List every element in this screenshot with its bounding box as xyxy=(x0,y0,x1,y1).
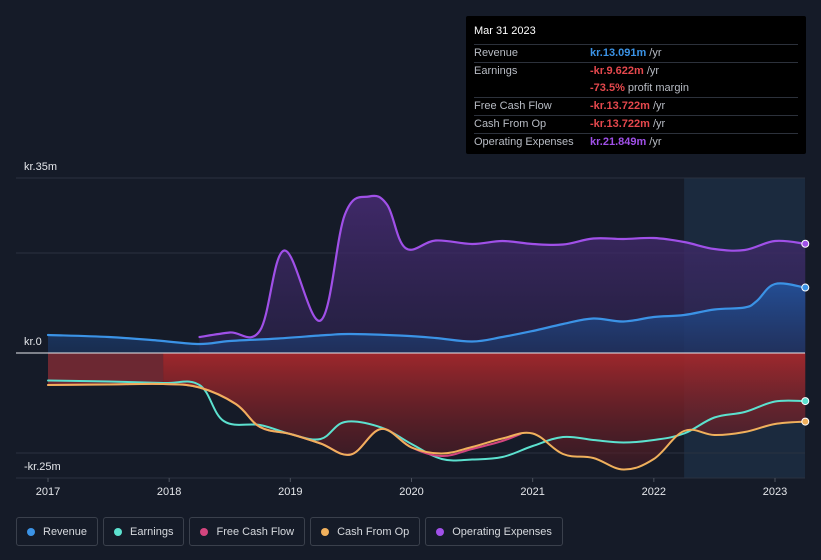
legend-label: Operating Expenses xyxy=(452,525,552,538)
revenue-end-dot xyxy=(801,283,810,292)
x-tick-label-2023: 2023 xyxy=(763,486,787,498)
legend: Revenue Earnings Free Cash Flow Cash From O… xyxy=(16,517,568,546)
loss-area-early xyxy=(48,353,164,384)
legend-label: Revenue xyxy=(43,525,88,538)
legend-label: Free Cash Flow xyxy=(216,525,295,538)
tooltip: Mar 31 2023 Revenue kr.13.091m/yr Earnings… xyxy=(466,16,806,154)
legend-item-operating-expenses[interactable]: Operating Expenses xyxy=(425,517,563,546)
cfo-end-dot xyxy=(801,417,810,426)
opex-line xyxy=(198,194,807,339)
legend-dot-icon xyxy=(436,527,445,536)
tooltip-row-value: -73.5% xyxy=(590,82,625,94)
legend-item-cash-from-op[interactable]: Cash From Op xyxy=(310,517,421,546)
earnings-end-dot xyxy=(801,397,810,406)
tooltip-date: Mar 31 2023 xyxy=(474,25,536,37)
x-tick-label-2019: 2019 xyxy=(278,486,302,498)
tooltip-row-value: kr.21.849m xyxy=(590,136,647,148)
tooltip-row-unit: /yr xyxy=(652,118,666,130)
tooltip-row-label: Operating Expenses xyxy=(474,136,574,148)
legend-label: Cash From Op xyxy=(337,525,410,538)
tooltip-row-value: -kr.13.722m xyxy=(590,118,650,130)
cfo-line xyxy=(47,382,807,471)
tooltip-row: Cash From Op -kr.13.722m/yr xyxy=(474,115,798,133)
earnings-line xyxy=(47,379,807,462)
legend-dot-icon xyxy=(321,527,330,536)
tooltip-row: Free Cash Flow -kr.13.722m/yr xyxy=(474,97,798,115)
tooltip-row-unit: /yr xyxy=(646,65,660,77)
tooltip-row-label: Earnings xyxy=(474,65,518,77)
tooltip-row-unit: /yr xyxy=(649,136,662,148)
revenue-line xyxy=(46,282,807,346)
tooltip-row-label: Cash From Op xyxy=(474,118,547,130)
tooltip-row-label xyxy=(474,80,590,97)
legend-item-free-cash-flow[interactable]: Free Cash Flow xyxy=(189,517,306,546)
y-axis-top-label: kr.35m xyxy=(24,161,57,173)
y-axis-zero-label: kr.0 xyxy=(24,336,42,348)
legend-item-revenue[interactable]: Revenue xyxy=(16,517,99,546)
x-tick-label-2020: 2020 xyxy=(399,486,423,498)
legend-dot-icon xyxy=(27,527,35,536)
legend-dot-icon xyxy=(114,527,123,536)
revenue-area xyxy=(48,283,806,353)
y-axis-bottom-label: -kr.25m xyxy=(24,461,61,473)
tooltip-row-value: -kr.9.622m xyxy=(590,65,644,77)
tooltip-row: Earnings -kr.9.622m/yr xyxy=(474,62,798,80)
tooltip-row: Operating Expenses kr.21.849m/yr xyxy=(474,133,798,151)
x-tick-label-2018: 2018 xyxy=(157,486,181,498)
tooltip-row: Revenue kr.13.091m/yr xyxy=(474,44,798,62)
tooltip-row-unit: /yr xyxy=(652,100,666,112)
legend-dot-icon xyxy=(200,527,209,536)
x-tick-label-2021: 2021 xyxy=(520,486,544,498)
tooltip-row-label: Free Cash Flow xyxy=(474,100,552,112)
x-tick-label-2022: 2022 xyxy=(642,486,666,498)
tooltip-row: -73.5% profit margin xyxy=(474,80,798,97)
opex-end-dot xyxy=(801,239,810,248)
legend-label: Earnings xyxy=(130,525,174,538)
tooltip-row-value: -kr.13.722m xyxy=(590,100,650,112)
opex-area xyxy=(199,195,806,353)
x-tick-label-2017: 2017 xyxy=(36,486,60,498)
tooltip-row-unit: profit margin xyxy=(627,82,689,94)
legend-item-earnings[interactable]: Earnings xyxy=(103,517,185,546)
tooltip-row-value: kr.13.091m xyxy=(590,47,647,59)
tooltip-row-unit: /yr xyxy=(649,47,662,59)
tooltip-row-label: Revenue xyxy=(474,47,519,59)
